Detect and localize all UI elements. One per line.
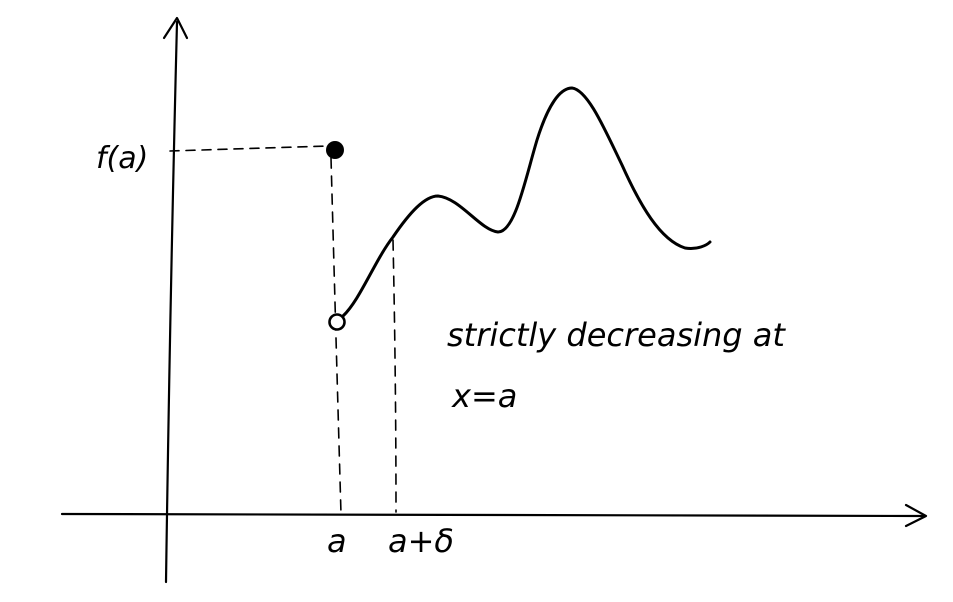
open-point-a [328,313,346,331]
filled-point-a [326,141,344,159]
a-plus-delta-vertical-dashed-line [392,239,397,513]
function-curve [341,86,712,318]
a-vertical-dashed-line [330,157,342,515]
x-axis-arrowhead [904,503,928,528]
guide-lines [169,145,397,515]
annotation-line-1: strictly decreasing at [447,316,786,354]
axes [60,16,928,584]
x-axis [60,512,927,518]
y-axis [164,20,179,584]
x-point-a-plus-delta-label: a+δ [388,522,454,560]
y-value-label: f(a) [96,141,148,176]
y-axis-arrowhead [162,16,189,40]
x-point-a-label: a [327,522,347,560]
f-of-a-horizontal-dashed-line [169,145,329,152]
annotation-line-2: x=a [451,377,517,415]
